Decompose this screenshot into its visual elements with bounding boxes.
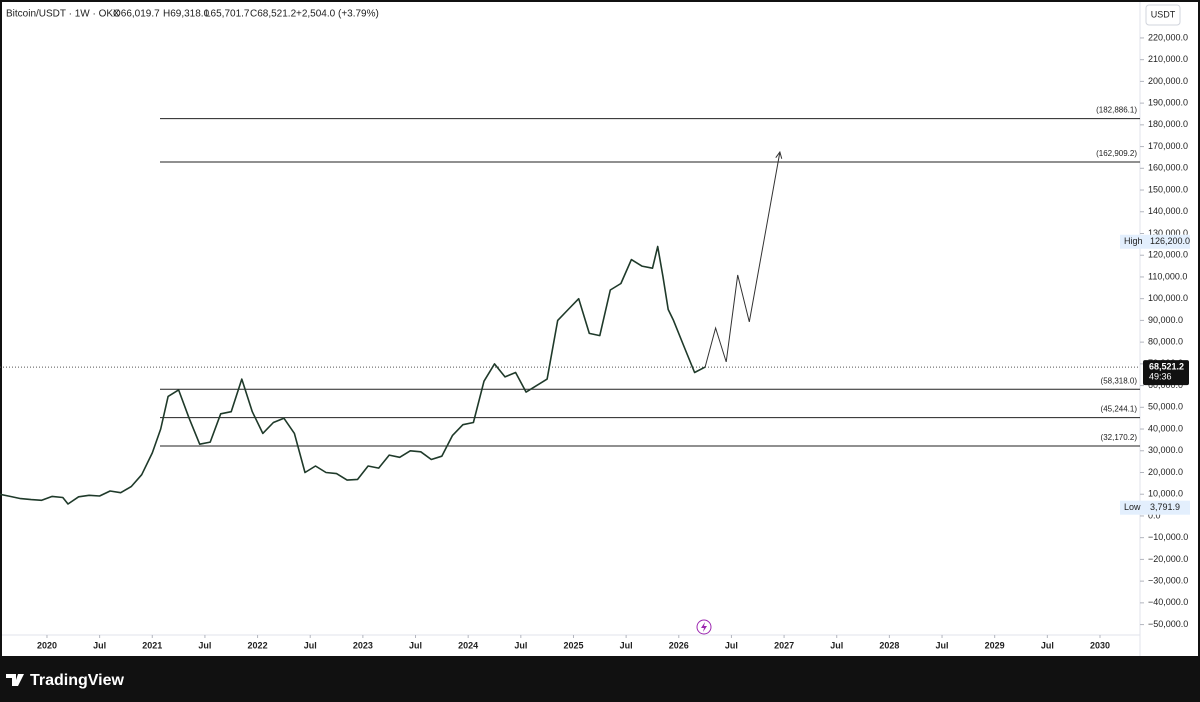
x-tick-label: Jul xyxy=(304,640,317,650)
x-tick-label: 2023 xyxy=(353,640,373,650)
projection-line xyxy=(704,151,781,368)
x-tick-label: 2021 xyxy=(142,640,162,650)
brand-name: TradingView xyxy=(30,672,125,689)
currency-box[interactable] xyxy=(1145,4,1181,26)
level-label: (45,244.1) xyxy=(1101,405,1138,414)
level-label: (32,170.2) xyxy=(1101,433,1138,442)
high-name: High xyxy=(1124,236,1143,246)
x-tick-label: 2025 xyxy=(563,640,583,650)
high: H69,318.0 xyxy=(163,9,210,20)
y-tick-label: −50,000.0 xyxy=(1148,619,1188,629)
y-tick-label: 110,000.0 xyxy=(1148,271,1187,281)
y-tick-label: 190,000.0 xyxy=(1148,97,1188,107)
x-tick-label: 2020 xyxy=(37,640,57,650)
y-tick-label: 10,000.0 xyxy=(1148,489,1183,499)
x-tick-label: 2022 xyxy=(248,640,268,650)
x-tick-label: Jul xyxy=(198,640,211,650)
x-tick-label: 2030 xyxy=(1090,640,1110,650)
open: O66,019.7 xyxy=(113,9,160,20)
x-tick-label: 2028 xyxy=(879,640,899,650)
projection-arrowhead xyxy=(775,150,783,159)
x-tick-label: Jul xyxy=(514,640,527,650)
y-tick-label: 200,000.0 xyxy=(1148,76,1188,86)
low-value: 3,791.9 xyxy=(1150,502,1180,512)
symbol: Bitcoin/USDT · 1W · OKX xyxy=(6,9,120,20)
high-value: 126,200.0 xyxy=(1150,236,1190,246)
level-label: (162,909.2) xyxy=(1096,149,1137,158)
last-price-box xyxy=(1143,360,1189,386)
y-tick-label: 150,000.0 xyxy=(1148,184,1188,194)
brand: TradingView xyxy=(6,672,125,689)
countdown: 49:36 xyxy=(1149,371,1172,381)
high-box xyxy=(1120,234,1190,249)
x-tick-label: Jul xyxy=(409,640,422,650)
last-price-label: 68,521.2 xyxy=(1149,361,1184,371)
x-tick-label: 2027 xyxy=(774,640,794,650)
header: Bitcoin/USDT · 1W · OKX O66,019.7 H69,31… xyxy=(6,9,379,20)
y-tick-label: 40,000.0 xyxy=(1148,423,1183,433)
x-tick-label: Jul xyxy=(620,640,633,650)
x-tick-label: Jul xyxy=(1041,640,1054,650)
x-tick-label: 2024 xyxy=(458,640,478,650)
y-tick-label: −10,000.0 xyxy=(1148,532,1188,542)
plot-background xyxy=(2,2,1198,656)
y-tick-label: −20,000.0 xyxy=(1148,554,1188,564)
y-tick-label: 80,000.0 xyxy=(1148,336,1183,346)
brand-logo xyxy=(6,674,24,686)
y-tick-label: 140,000.0 xyxy=(1148,206,1188,216)
y-tick-label: 30,000.0 xyxy=(1148,445,1183,455)
level-label: (58,318.0) xyxy=(1101,376,1138,385)
low: L65,701.7 xyxy=(205,9,250,20)
y-tick-label: 220,000.0 xyxy=(1148,32,1188,42)
event-bolt xyxy=(701,622,707,632)
y-tick-label: 50,000.0 xyxy=(1148,402,1183,412)
y-tick-label: 180,000.0 xyxy=(1148,119,1188,129)
price-line xyxy=(0,245,706,505)
x-tick-label: Jul xyxy=(93,640,106,650)
low-name: Low xyxy=(1124,502,1141,512)
y-tick-label: 120,000.0 xyxy=(1148,250,1188,260)
low-box xyxy=(1120,500,1190,515)
x-tick-label: 2026 xyxy=(669,640,689,650)
close: C68,521.2 xyxy=(250,9,297,20)
y-tick-label: 160,000.0 xyxy=(1148,163,1188,173)
y-tick-label: −40,000.0 xyxy=(1148,597,1188,607)
y-tick-label: 0.0 xyxy=(1148,510,1161,520)
x-tick-label: Jul xyxy=(830,640,843,650)
y-tick-label: 210,000.0 xyxy=(1148,54,1188,64)
y-tick-label: 130,000.0 xyxy=(1148,228,1188,238)
y-tick-label: 20,000.0 xyxy=(1148,467,1183,477)
y-tick-label: 90,000.0 xyxy=(1148,315,1183,325)
y-tick-label: 170,000.0 xyxy=(1148,141,1188,151)
currency[interactable]: USDT xyxy=(1151,9,1176,19)
y-tick-label: −30,000.0 xyxy=(1148,576,1188,586)
x-tick-label: Jul xyxy=(936,640,949,650)
change: +2,504.0 (+3.79%) xyxy=(296,9,379,20)
level-label: (182,886.1) xyxy=(1096,106,1137,115)
y-tick-label: 100,000.0 xyxy=(1148,293,1188,303)
x-tick-label: 2029 xyxy=(985,640,1005,650)
x-tick-label: Jul xyxy=(725,640,738,650)
